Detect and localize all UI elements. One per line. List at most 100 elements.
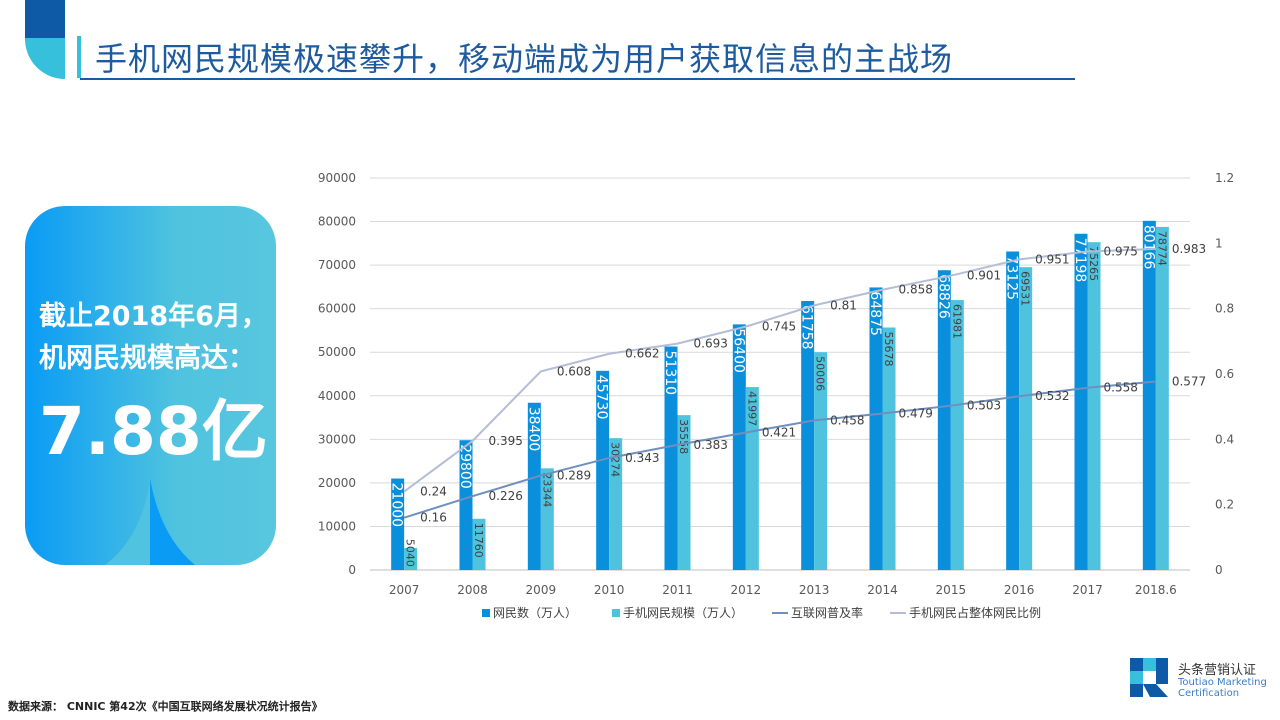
mobile-bar bbox=[1087, 242, 1101, 570]
y-left-tick: 90000 bbox=[318, 171, 356, 185]
netizen-bar bbox=[459, 440, 473, 570]
penetration-label: 0.458 bbox=[830, 413, 864, 427]
y-right-tick: 0.6 bbox=[1215, 367, 1234, 381]
mobile-ratio-label: 0.81 bbox=[830, 298, 857, 312]
penetration-label: 0.383 bbox=[694, 438, 728, 452]
mobile-bar-label: 50006 bbox=[814, 356, 827, 391]
mobile-ratio-label: 0.901 bbox=[967, 269, 1001, 283]
mobile-ratio-label: 0.858 bbox=[899, 283, 933, 297]
title-accent bbox=[77, 36, 81, 78]
netizen-bar bbox=[1006, 251, 1020, 570]
mobile-bar-label: 61981 bbox=[950, 304, 963, 339]
legend-label: 互联网普及率 bbox=[791, 605, 863, 620]
corner-decoration bbox=[25, 0, 65, 38]
data-source: 数据来源： CNNIC 第42次《中国互联网络发展状况统计报告》 bbox=[8, 700, 323, 713]
x-tick: 2009 bbox=[526, 583, 557, 597]
netizen-bar bbox=[1142, 220, 1156, 571]
highlight-card: 截止2018年6月， 机网民规模高达： 7.88亿 bbox=[25, 206, 276, 565]
mobile-bar-label: 11760 bbox=[472, 523, 485, 558]
netizen-bar bbox=[664, 346, 678, 570]
penetration-label: 0.289 bbox=[557, 469, 591, 483]
netizen-bar-label: 29800 bbox=[457, 444, 473, 489]
penetration-line bbox=[403, 380, 1156, 519]
x-tick: 2011 bbox=[662, 583, 693, 597]
x-tick: 2010 bbox=[594, 583, 625, 597]
netizen-bar bbox=[937, 270, 951, 570]
mobile-bar bbox=[540, 468, 554, 570]
mobile-ratio-label: 0.745 bbox=[762, 320, 796, 334]
y-right-tick: 1 bbox=[1215, 236, 1223, 250]
mobile-bar bbox=[677, 415, 691, 570]
netizen-bar-label: 61758 bbox=[799, 305, 815, 350]
netizen-bar bbox=[869, 287, 883, 570]
x-tick: 2015 bbox=[936, 583, 967, 597]
mobile-bar-label: 75265 bbox=[1087, 246, 1100, 281]
legend-label: 网民数（万人） bbox=[493, 605, 577, 620]
netizen-bar-label: 51310 bbox=[662, 351, 678, 396]
netizen-bar bbox=[391, 478, 405, 570]
mobile-bar-label: 78774 bbox=[1155, 231, 1168, 266]
mobile-bar-label: 23344 bbox=[540, 472, 553, 507]
y-left-tick: 10000 bbox=[318, 519, 356, 533]
y-right-tick: 0.2 bbox=[1215, 498, 1234, 512]
x-tick: 2016 bbox=[1004, 583, 1035, 597]
y-left-tick: 30000 bbox=[318, 432, 356, 446]
netizen-bar-label: 45730 bbox=[594, 375, 610, 420]
card-decoration bbox=[105, 478, 195, 565]
x-tick: 2007 bbox=[389, 583, 420, 597]
y-left-tick: 80000 bbox=[318, 215, 356, 229]
x-tick: 2014 bbox=[867, 583, 898, 597]
x-tick: 2013 bbox=[799, 583, 830, 597]
mobile-bar-label: 69531 bbox=[1019, 271, 1032, 306]
mobile-bar bbox=[1019, 267, 1033, 570]
x-tick: 2017 bbox=[1072, 583, 1103, 597]
penetration-label: 0.503 bbox=[967, 399, 1001, 413]
netizen-bar bbox=[596, 370, 610, 570]
mobile-bar bbox=[472, 518, 486, 570]
netizen-bar-label: 68826 bbox=[935, 274, 951, 319]
y-right-tick: 0 bbox=[1215, 563, 1223, 577]
card-big-number: 7.88亿 bbox=[39, 393, 268, 470]
mobile-bar bbox=[609, 438, 623, 570]
y-left-tick: 70000 bbox=[318, 258, 356, 272]
penetration-label: 0.343 bbox=[625, 451, 659, 465]
penetration-label: 0.532 bbox=[1035, 389, 1069, 403]
logo-en-2: Certification bbox=[1178, 688, 1240, 699]
mobile-bar-label: 30274 bbox=[609, 442, 622, 477]
netizen-bar-label: 56400 bbox=[730, 328, 746, 373]
mobile-bar bbox=[814, 352, 828, 570]
mobile-ratio-label: 0.975 bbox=[1104, 245, 1138, 259]
x-tick: 2012 bbox=[731, 583, 762, 597]
mobile-bar-label: 55678 bbox=[882, 331, 895, 366]
mobile-bar-label: 5040 bbox=[404, 539, 417, 567]
card-line-2: 机网民规模高达： bbox=[39, 343, 255, 374]
mobile-bar bbox=[404, 548, 418, 570]
mobile-bar-label: 41997 bbox=[745, 391, 758, 426]
y-right-tick: 0.4 bbox=[1215, 432, 1234, 446]
y-left-tick: 50000 bbox=[318, 345, 356, 359]
y-left-tick: 60000 bbox=[318, 302, 356, 316]
y-right-tick: 0.8 bbox=[1215, 302, 1234, 316]
y-left-tick: 40000 bbox=[318, 389, 356, 403]
x-tick: 2008 bbox=[457, 583, 488, 597]
netizen-bar-label: 80166 bbox=[1140, 225, 1156, 270]
y-left-tick: 0 bbox=[348, 563, 356, 577]
penetration-label: 0.577 bbox=[1172, 375, 1206, 389]
mobile-bar bbox=[882, 327, 896, 570]
mobile-ratio-label: 0.395 bbox=[489, 434, 523, 448]
netizen-bar bbox=[1074, 233, 1088, 570]
penetration-label: 0.479 bbox=[899, 407, 933, 421]
legend-label: 手机网民占整体网民比例 bbox=[909, 605, 1041, 620]
mobile-ratio-label: 0.662 bbox=[625, 347, 659, 361]
legend-swatch bbox=[482, 609, 490, 617]
netizen-bar-label: 21000 bbox=[389, 483, 405, 528]
mobile-bar bbox=[1155, 226, 1169, 571]
mobile-ratio-label: 0.693 bbox=[694, 337, 728, 351]
penetration-label: 0.558 bbox=[1104, 381, 1138, 395]
logo-icon bbox=[1130, 658, 1168, 697]
y-right-tick: 1.2 bbox=[1215, 171, 1234, 185]
mobile-ratio-label: 0.608 bbox=[557, 364, 591, 378]
netizen-bar bbox=[527, 402, 541, 570]
penetration-label: 0.16 bbox=[420, 511, 447, 525]
